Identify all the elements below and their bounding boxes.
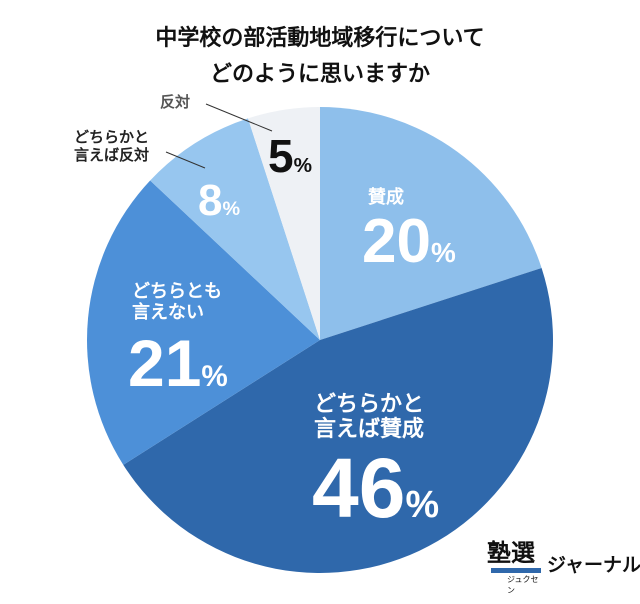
chart-title-line2: どのように思いますか	[209, 62, 430, 87]
leader-line-against	[205, 103, 273, 132]
logo-kana: ジュクセン	[507, 575, 539, 595]
chart-title-line1: 中学校の部活動地域移行について	[155, 26, 485, 51]
slice-label-somewhat-against: どちらかと 言えば反対	[74, 128, 150, 164]
pie-slice-4	[247, 107, 320, 340]
pie-slice-1	[123, 267, 554, 574]
logo-pencil-bar	[491, 568, 541, 573]
slice-value-somewhat-against: 8%	[198, 176, 241, 225]
pie-slice-0	[320, 107, 542, 340]
slice-label-agree: 賛成	[368, 187, 404, 208]
pie-slice-3	[150, 118, 320, 340]
slice-value-against: 5%	[268, 130, 312, 182]
slice-value-agree: 20%	[362, 207, 456, 276]
leader-line-somewhat-against	[165, 151, 206, 169]
logo-text: ジャーナル	[547, 554, 640, 576]
slice-value-somewhat-agree: 46%	[312, 441, 440, 535]
logo-kanji: 塾選	[487, 539, 535, 567]
slice-label-neutral: どちらとも 言えない	[132, 281, 222, 323]
slice-label-somewhat-agree: どちらかと 言えば賛成	[314, 392, 425, 443]
logo: 塾選 ジュクセン ジャーナル	[487, 539, 640, 595]
slice-label-against: 反対	[160, 93, 191, 111]
slice-value-neutral: 21%	[128, 326, 228, 400]
pie-slice-2	[86, 180, 321, 465]
